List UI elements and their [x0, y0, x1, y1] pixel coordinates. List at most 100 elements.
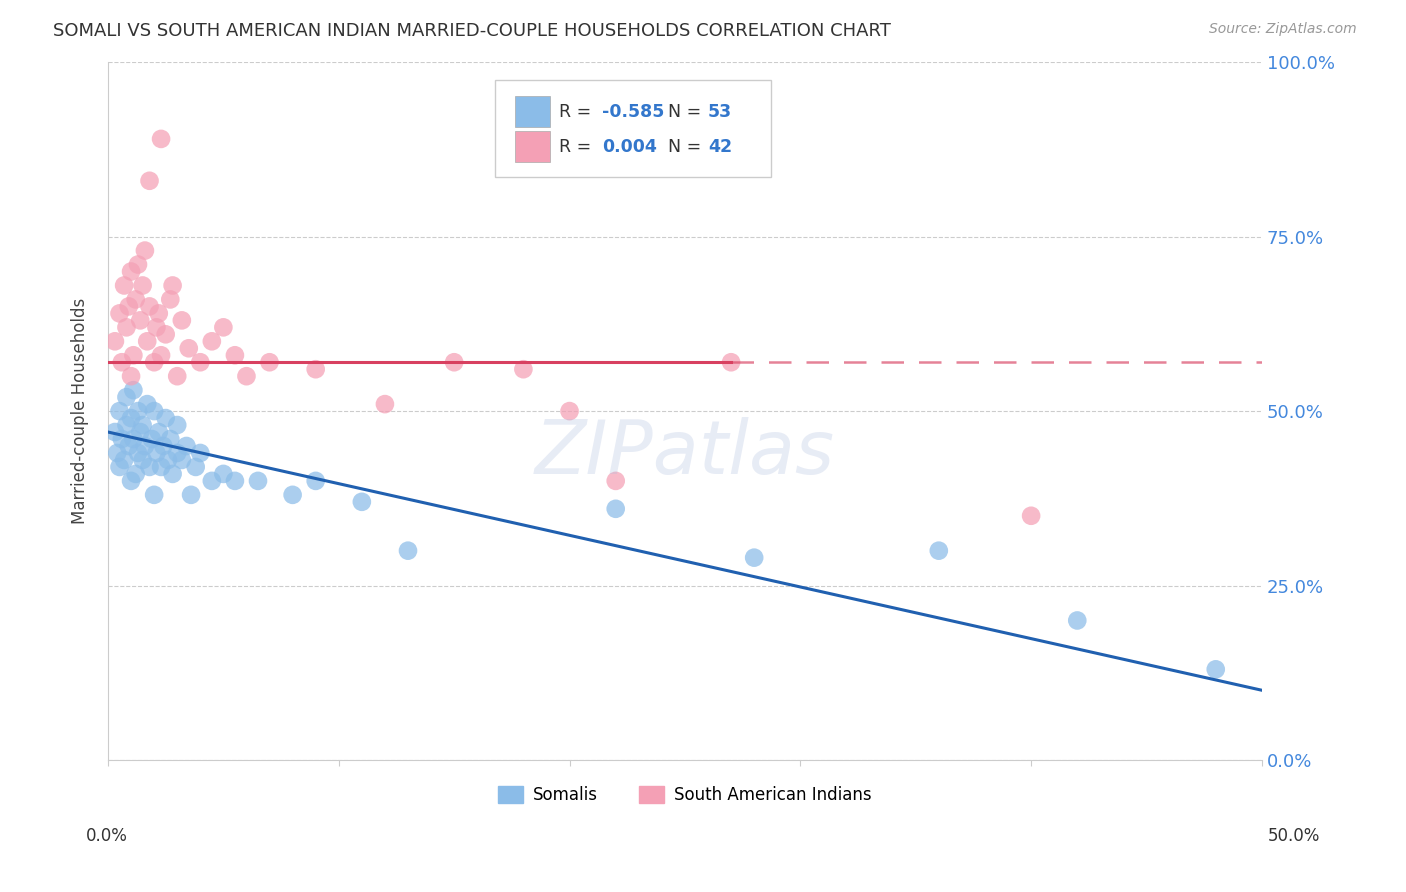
Text: Source: ZipAtlas.com: Source: ZipAtlas.com: [1209, 22, 1357, 37]
Point: [118, 300, 141, 314]
Point: [177, 341, 200, 355]
Point: [1066, 614, 1088, 628]
Point: [138, 300, 160, 314]
Point: [281, 488, 304, 502]
Point: [148, 425, 170, 439]
Point: [138, 459, 160, 474]
Point: [170, 313, 193, 327]
Point: [143, 488, 166, 502]
Point: [125, 467, 148, 481]
Point: [156, 453, 179, 467]
Point: [224, 348, 246, 362]
Point: [170, 453, 193, 467]
Point: [112, 453, 135, 467]
Point: [224, 474, 246, 488]
Point: [246, 474, 269, 488]
Point: [159, 293, 181, 307]
Point: [605, 501, 627, 516]
Point: [150, 132, 173, 146]
Point: [184, 459, 207, 474]
Point: [152, 439, 174, 453]
Point: [605, 474, 627, 488]
Point: [305, 474, 328, 488]
Text: R =: R =: [560, 137, 598, 155]
Point: [115, 320, 138, 334]
Point: [166, 446, 188, 460]
Point: [176, 439, 198, 453]
Point: [148, 306, 170, 320]
Text: -0.585: -0.585: [602, 103, 664, 120]
Point: [443, 355, 465, 369]
Point: [159, 432, 181, 446]
Point: [122, 432, 145, 446]
Point: [136, 334, 159, 349]
Text: N =: N =: [668, 137, 706, 155]
Point: [122, 383, 145, 397]
Point: [350, 495, 373, 509]
Point: [742, 550, 765, 565]
Point: [162, 278, 184, 293]
FancyBboxPatch shape: [516, 96, 550, 127]
Point: [120, 264, 142, 278]
Point: [136, 397, 159, 411]
Point: [155, 411, 177, 425]
Point: [141, 432, 163, 446]
Point: [131, 453, 153, 467]
Point: [118, 439, 141, 453]
Point: [104, 425, 127, 439]
Point: [127, 446, 149, 460]
Point: [125, 293, 148, 307]
Point: [212, 467, 235, 481]
Point: [155, 327, 177, 342]
Point: [138, 174, 160, 188]
FancyBboxPatch shape: [495, 79, 772, 178]
Point: [145, 320, 167, 334]
Point: [512, 362, 534, 376]
Point: [127, 258, 149, 272]
Point: [558, 404, 581, 418]
Point: [108, 404, 131, 418]
Point: [150, 459, 173, 474]
Point: [111, 432, 134, 446]
Text: N =: N =: [668, 103, 706, 120]
Y-axis label: Married-couple Households: Married-couple Households: [72, 298, 89, 524]
Point: [111, 355, 134, 369]
Point: [145, 446, 167, 460]
Point: [120, 411, 142, 425]
Point: [127, 404, 149, 418]
Point: [166, 369, 188, 384]
Point: [201, 334, 224, 349]
Legend: Somalis, South American Indians: Somalis, South American Indians: [491, 780, 879, 811]
Point: [396, 543, 419, 558]
Point: [104, 334, 127, 349]
Point: [259, 355, 281, 369]
Point: [129, 425, 152, 439]
Point: [305, 362, 328, 376]
Point: [150, 348, 173, 362]
Point: [112, 278, 135, 293]
Point: [166, 418, 188, 433]
Text: SOMALI VS SOUTH AMERICAN INDIAN MARRIED-COUPLE HOUSEHOLDS CORRELATION CHART: SOMALI VS SOUTH AMERICAN INDIAN MARRIED-…: [53, 22, 891, 40]
Point: [1205, 662, 1227, 676]
Point: [188, 446, 211, 460]
Point: [120, 369, 142, 384]
Text: 0.0%: 0.0%: [86, 827, 128, 845]
Point: [115, 418, 138, 433]
Point: [162, 467, 184, 481]
Text: 42: 42: [709, 137, 733, 155]
Point: [122, 348, 145, 362]
FancyBboxPatch shape: [516, 131, 550, 162]
Point: [131, 418, 153, 433]
Point: [188, 355, 211, 369]
Point: [134, 244, 156, 258]
Point: [201, 474, 224, 488]
Text: R =: R =: [560, 103, 598, 120]
Text: 50.0%: 50.0%: [1267, 827, 1320, 845]
Point: [143, 404, 166, 418]
Point: [1019, 508, 1042, 523]
Point: [115, 390, 138, 404]
Text: 0.004: 0.004: [602, 137, 657, 155]
Point: [129, 313, 152, 327]
Point: [108, 459, 131, 474]
Point: [180, 488, 202, 502]
